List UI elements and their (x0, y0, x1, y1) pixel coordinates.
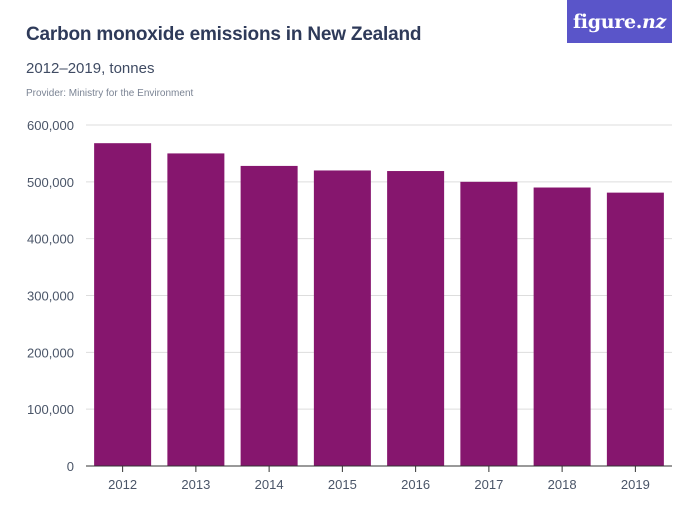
x-tick-label: 2016 (401, 477, 430, 492)
bar-2019 (606, 192, 664, 467)
bar-2014 (240, 165, 298, 467)
bar-2017 (460, 181, 518, 467)
y-tick-label: 300,000 (27, 289, 74, 304)
chart-title: Carbon monoxide emissions in New Zealand (26, 24, 422, 45)
y-tick-label: 600,000 (27, 118, 74, 133)
y-tick-label: 100,000 (27, 402, 74, 417)
bar-2013 (167, 153, 225, 466)
chart-subtitle: 2012–2019, tonnes (26, 60, 155, 77)
logo-text-suffix: nz (642, 10, 667, 33)
data-provider: Provider: Ministry for the Environment (26, 88, 194, 99)
x-tick-label: 2015 (328, 477, 357, 492)
y-tick-label: 200,000 (27, 345, 74, 360)
x-tick-label: 2018 (548, 477, 577, 492)
x-tick-label: 2017 (474, 477, 503, 492)
figure-nz-logo[interactable]: figure. nz (567, 0, 672, 43)
x-tick-label: 2019 (621, 477, 650, 492)
bar-2015 (313, 170, 371, 466)
y-tick-label: 500,000 (27, 175, 74, 190)
logo-text-main: figure. (572, 10, 643, 33)
x-tick-label: 2013 (181, 477, 210, 492)
bar-2012 (94, 143, 152, 467)
y-tick-label: 0 (67, 459, 74, 474)
bar-2016 (387, 171, 445, 466)
y-tick-label: 400,000 (27, 232, 74, 247)
x-tick-label: 2012 (108, 477, 137, 492)
x-tick-label: 2014 (255, 477, 284, 492)
bar-2018 (533, 187, 591, 466)
